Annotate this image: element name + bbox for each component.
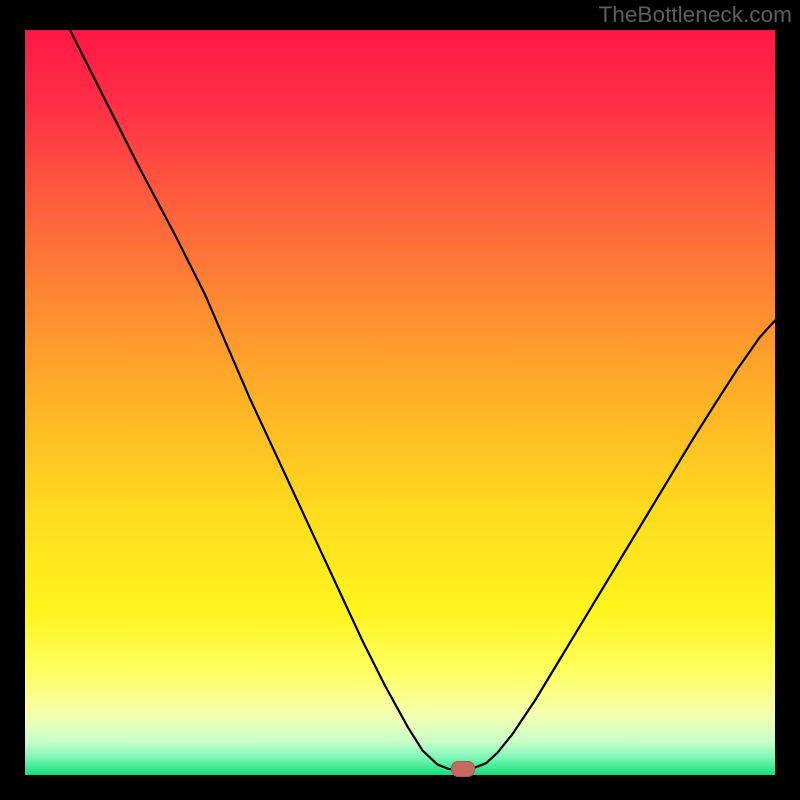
bottleneck-curve	[70, 30, 775, 769]
bottleneck-chart-svg	[0, 0, 800, 800]
watermark-text: TheBottleneck.com	[598, 2, 792, 28]
gradient-background	[25, 30, 775, 775]
optimal-point-marker	[451, 761, 475, 777]
chart-frame: TheBottleneck.com	[0, 0, 800, 800]
